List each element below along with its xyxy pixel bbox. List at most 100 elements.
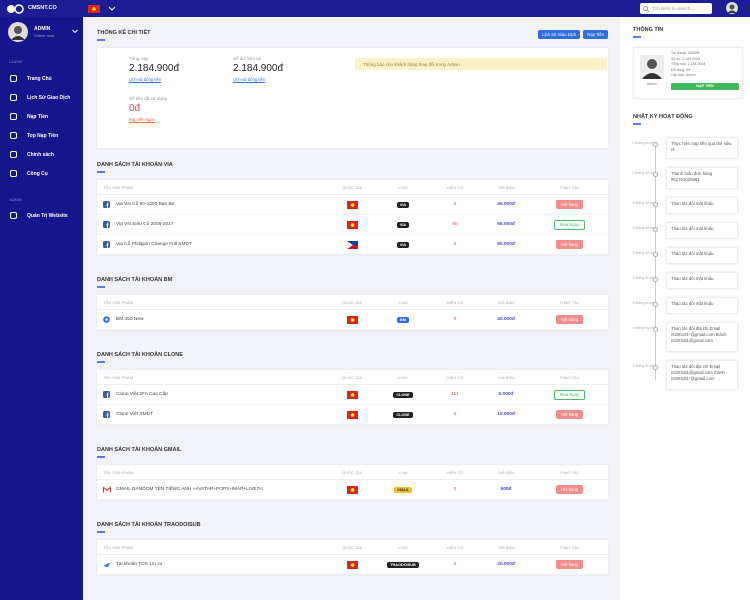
menu-icon [10,212,17,219]
menu-icon [10,94,17,101]
menu-item[interactable]: Lịch Sử Giao Dịch [0,88,83,107]
user-avatar [8,22,28,42]
product-row: BM 350 New BM 0 40.000đ Hết hàng [97,310,608,330]
table-header: TÊN SẢN PHẨM QUỐC GIA LOẠI HIỆN CÓ GIÁ BÁN TH… [97,465,608,480]
header-cell: QUỐC GIA [341,184,362,190]
stock-cell: 0 [453,487,457,492]
header-cell: LOẠI [398,544,408,550]
stat-link[interactable]: Lịch sử dòng tiền [233,77,266,82]
type-badge: CLONE [393,411,413,418]
top-avatar[interactable] [726,2,738,14]
menu-label: Công Cụ [27,170,48,177]
activity-text: Thực hiện nạp tiền qua thẻ siêu rẻ [666,137,738,159]
type-cell: VIA [377,201,429,208]
action-button[interactable]: Mua Ngay [553,389,586,400]
product-name: Via VN Cổ 50-1000 Bạn Bè [116,202,175,207]
header-cell: HIỆN CÓ [446,469,464,475]
user-status: Online now [34,33,55,38]
action-button[interactable]: Hết hàng [556,240,583,249]
header-cell: QUỐC GIA [341,299,362,305]
activity-text: Thao tác đổi mật khẩu [666,297,738,314]
menu-item[interactable]: Trang Chủ [0,69,83,88]
table-header: TÊN SẢN PHẨM QUỐC GIA LOẠI HIỆN CÓ GIÁ BÁN TH… [97,370,608,385]
brand: CMSNT.CO [28,5,57,11]
client-menu: Trang Chủ Lịch Sử Giao Dịch Nạp Tiền Top Nạ… [0,69,83,183]
activity-time: 2 tháng trước [632,171,654,175]
timeline-line [655,145,656,380]
notice: Thông báo cho khách hàng thay đổi trong … [355,58,607,70]
type-badge: BM [397,316,409,323]
activity-text: Thanh toán đơn hàng #61762025981 [666,167,738,189]
type-badge: VIA [396,241,410,248]
action-button[interactable]: Hết hàng [556,560,583,569]
menu-item[interactable]: Công Cụ [0,164,83,183]
header-cell: QUỐC GIA [341,544,362,550]
info-field: Cấp bậc: Admin [671,73,696,77]
menu-toggle[interactable] [108,6,116,12]
product-table: TÊN SẢN PHẨM QUỐC GIA LOẠI HIỆN CÓ GIÁ BÁN TH… [97,465,608,500]
menu-item[interactable]: Top Nạp Tiền [0,126,83,145]
search-icon [643,5,649,12]
stat-label: Số dư hiện tại [233,56,262,61]
action-button[interactable]: Hết hàng [556,410,583,419]
action-button[interactable]: Hết hàng [556,315,583,324]
product-cell: Via VN Siêu Cổ 2008-2017 [97,220,327,229]
search-placeholder: Tìm kiếm to search... [652,6,695,11]
history-button[interactable]: Lịch Sử Giao Dịch [538,30,581,39]
price-cell: 65.000đ [497,222,515,227]
table-header: TÊN SẢN PHẨM QUỐC GIA LOẠI HIỆN CÓ GIÁ BÁN TH… [97,295,608,310]
product-icon [103,220,110,228]
action-cell: Hết hàng [531,485,608,494]
activity-text: Thao tác đổi mật khẩu [666,247,738,264]
product-name: GMAIL RANDOM TÊN TIẾNG ANH +AVATAR+POP3+… [116,487,263,492]
product-name: BM 350 New [116,317,144,322]
country-flag [346,410,358,419]
action-button[interactable]: Mua Ngay [553,219,586,230]
user-box[interactable]: ADMIN Online now [8,22,78,44]
product-cell: Clone Việt XMDT [97,410,327,419]
activity-dot [653,252,658,257]
product-cell: Via Cổ Philippin Change Full XMDT [97,240,327,249]
type-badge: TRAODOISUB [387,561,419,568]
language-flag[interactable] [88,5,100,13]
topup-button[interactable]: Nạp Tiền [583,30,608,39]
menu-item[interactable]: Quản Trị Website [0,206,83,225]
product-row: GMAIL RANDOM TÊN TIẾNG ANH +AVATAR+POP3+… [97,480,608,500]
activity-dot [653,327,658,332]
search-box[interactable]: Tìm kiếm to search... [640,3,712,14]
country-cell [327,560,377,569]
header-cell: THAO TÁC [559,299,580,305]
header-cell: TÊN SẢN PHẨM [103,184,134,190]
action-button[interactable]: Hết hàng [556,200,583,209]
header-cell: GIÁ BÁN [497,374,515,380]
price-cell: 10.000đ [497,412,515,417]
menu-icon [10,170,17,177]
action-button[interactable]: Hết hàng [556,485,583,494]
stat-link[interactable]: Nạp tiền ngay [129,117,155,122]
info-field: Tổng nạp: 2.184.900đ [671,62,706,66]
stat-block: Số tiền đã sử dụng 0đ Nạp tiền ngay [129,96,167,122]
product-row: Tài khoản TDS 1m xu TRAODOISUB 0 20.000đ Hết… [97,555,608,575]
user-caret [72,29,78,34]
menu-item[interactable]: Nạp Tiền [0,107,83,126]
price-cell: 80.000đ [497,242,515,247]
info-button[interactable]: NẠP TIỀN [671,83,739,90]
activity-time: 3 tháng trước [632,226,654,230]
stock-cell: 55 [452,222,458,227]
menu-item[interactable]: Chính sách [0,145,83,164]
top-bar: CMSNT.CO Tìm kiếm to search... [0,0,750,17]
section-title: DANH SÁCH TÀI KHOẢN TRAODOISUB [97,522,608,534]
logo [7,4,24,14]
stock-cell: 0 [453,562,457,567]
product-row: Via Cổ Philippin Change Full XMDT VIA 0 80.… [97,235,608,255]
menu-icon [10,132,17,139]
stat-block: Tổng nạp 2.184.900đ Lịch sử dòng tiền [129,56,179,82]
activity-time: 4 tháng trước [632,364,654,368]
sidebar: ADMIN Online now CLIENT Trang Chủ Lịch Sử… [0,17,83,600]
activity-time: 3 tháng trước [632,301,654,305]
activity-timeline: 2 tháng trước Thực hiện nạp tiền qua thẻ … [620,137,750,397]
header-cell: TÊN SẢN PHẨM [103,374,134,380]
stat-link[interactable]: Lịch sử dòng tiền [129,77,162,82]
activity-text: Thao tác đổi mật khẩu [666,272,738,289]
price-cell: 500đ [500,487,512,492]
